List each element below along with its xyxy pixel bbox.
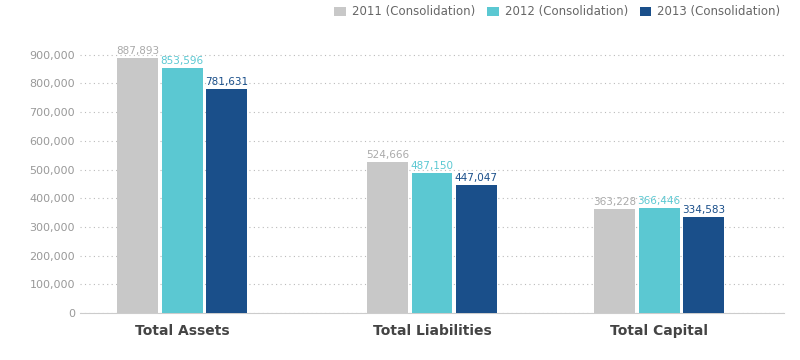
Bar: [638, 208, 679, 313]
Text: 853,596: 853,596: [161, 56, 204, 66]
Bar: [411, 173, 453, 313]
Text: 334,583: 334,583: [682, 205, 725, 215]
Text: 524,666: 524,666: [366, 150, 410, 161]
Text: 363,228: 363,228: [594, 197, 636, 207]
Text: 447,047: 447,047: [454, 173, 498, 183]
Bar: [367, 162, 408, 313]
Legend: 2011 (Consolidation), 2012 (Consolidation), 2013 (Consolidation): 2011 (Consolidation), 2012 (Consolidatio…: [330, 0, 785, 23]
Text: 887,893: 887,893: [116, 46, 159, 56]
Bar: [206, 89, 247, 313]
Bar: [683, 217, 724, 313]
Bar: [118, 58, 158, 313]
Text: 781,631: 781,631: [205, 77, 248, 87]
Bar: [456, 185, 497, 313]
Bar: [162, 68, 202, 313]
Text: 487,150: 487,150: [410, 161, 454, 171]
Bar: [594, 209, 635, 313]
Text: 366,446: 366,446: [638, 196, 681, 206]
